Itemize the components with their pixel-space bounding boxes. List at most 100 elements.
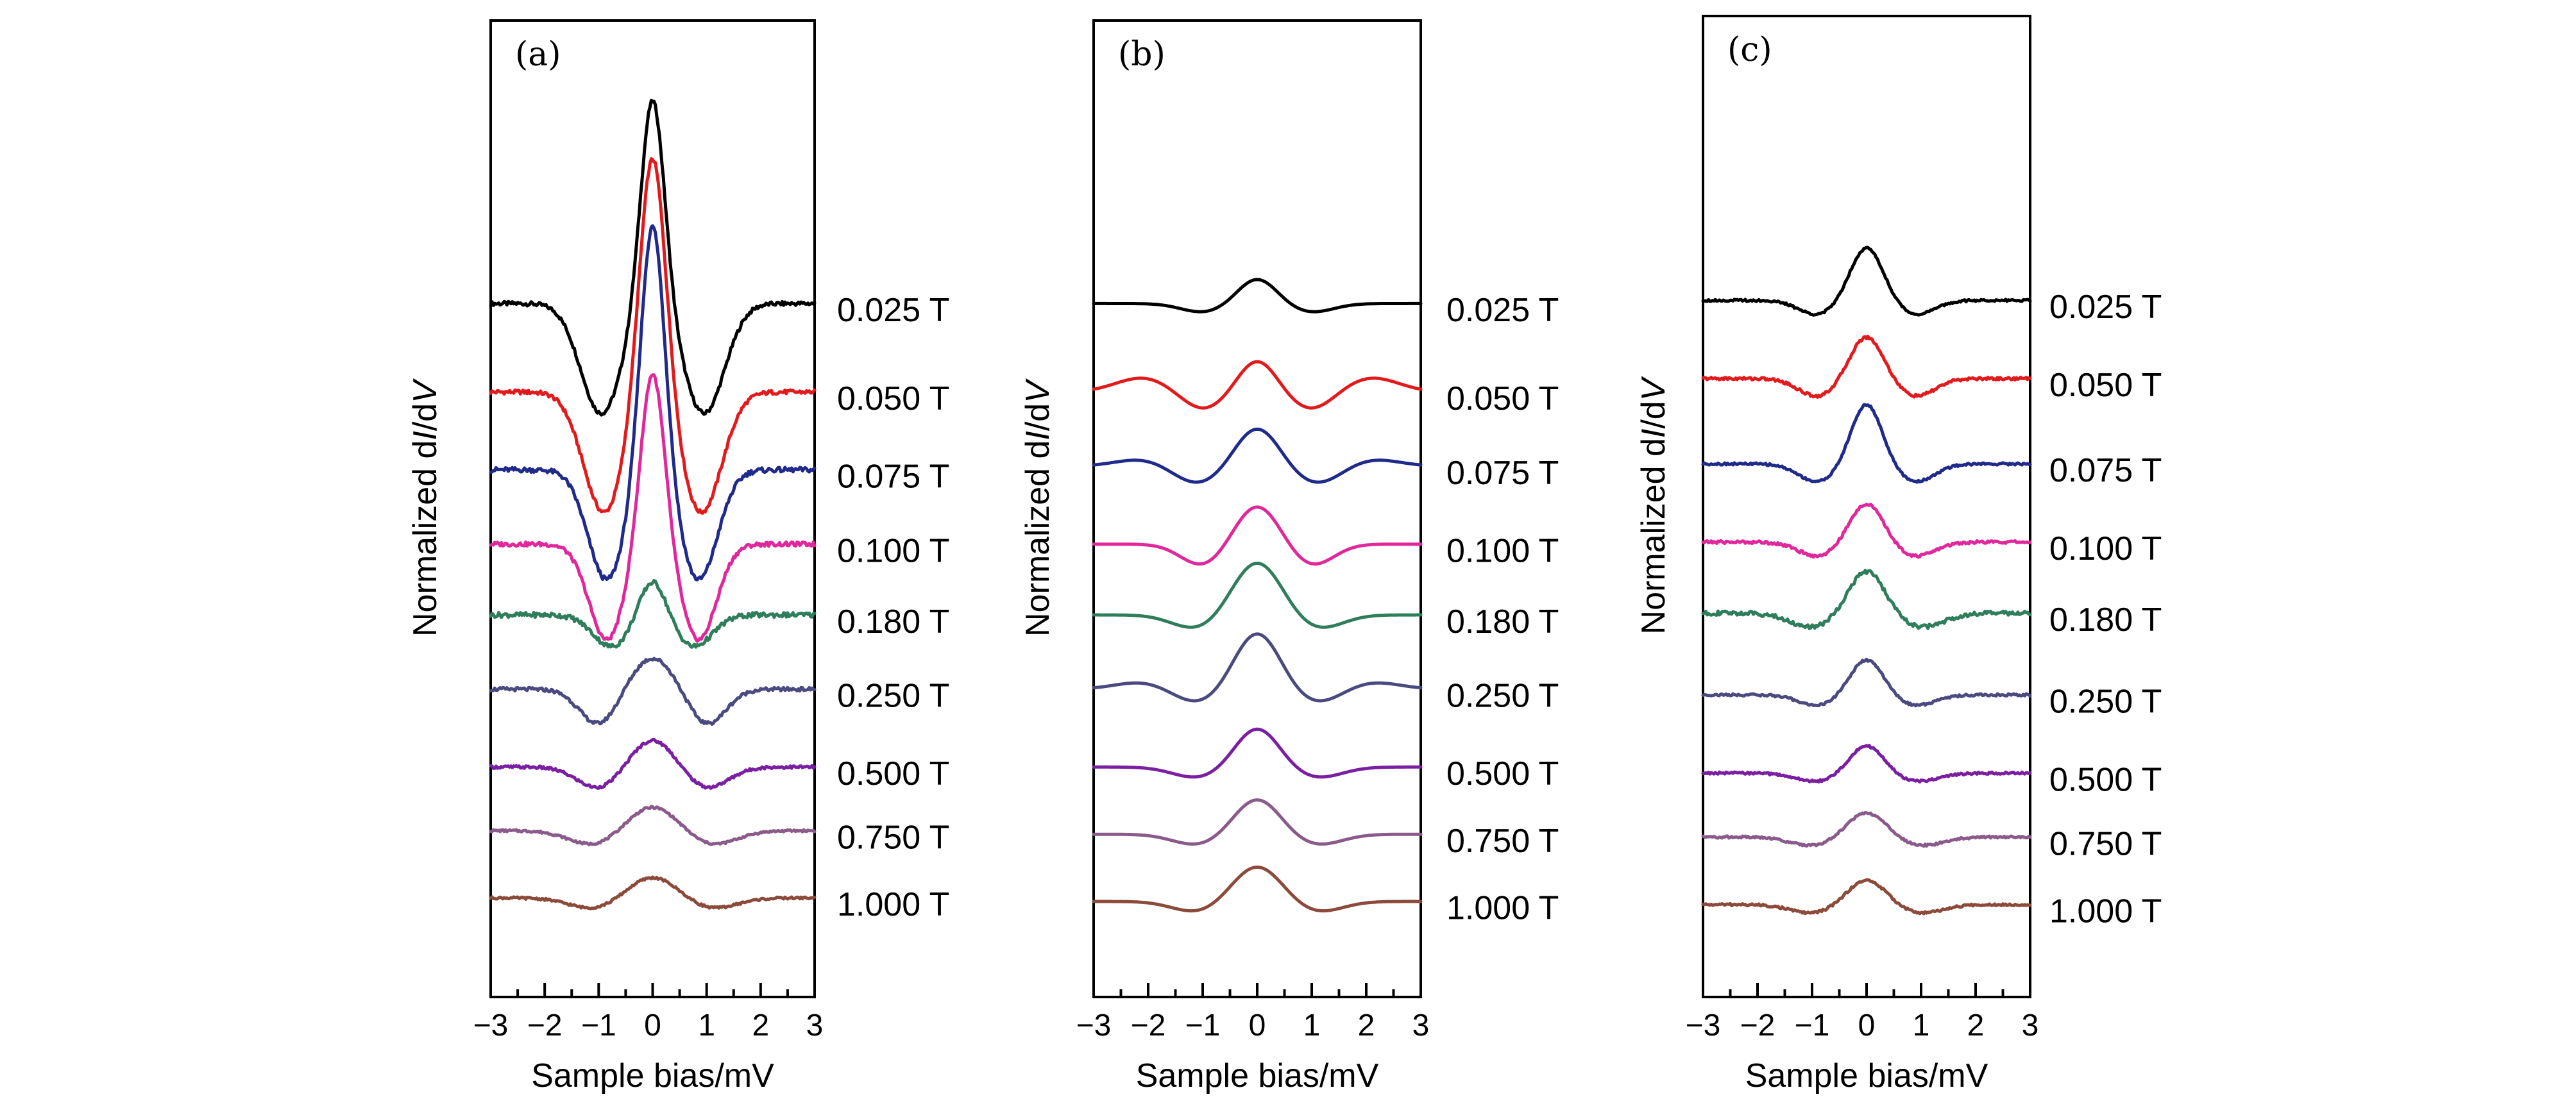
- series-label: 0.250 T: [837, 678, 949, 715]
- y-axis-label-part: V: [407, 378, 444, 403]
- series-label: 1.000 T: [1446, 890, 1559, 927]
- y-axis-label-part: Normalized d: [407, 440, 444, 637]
- panel-b: −3 −2 −1 0 1 2 3 Sample bias/mV Normalized dI/dV…: [1019, 19, 1559, 1094]
- x-tick-label: 1: [1913, 1009, 1930, 1043]
- series-line: [489, 157, 817, 515]
- series-label: 0.750 T: [2049, 825, 2162, 862]
- series-label: 0.050 T: [1446, 380, 1559, 417]
- series-line: [1092, 727, 1423, 779]
- x-axis-label: Sample bias/mV: [1745, 1057, 1988, 1094]
- series-label: 0.180 T: [2049, 601, 2162, 639]
- y-axis-label-part: I: [407, 431, 444, 440]
- y-axis-label-part: /d: [1019, 403, 1056, 431]
- series-line: [1092, 360, 1423, 410]
- x-tick-label: −2: [527, 1009, 563, 1043]
- series-line: [1701, 569, 2032, 630]
- series-label: 0.075 T: [1446, 455, 1559, 492]
- series-line: [489, 98, 817, 417]
- series-line: [1092, 278, 1423, 314]
- series-label: 1.000 T: [2049, 893, 2162, 930]
- series-label: 0.750 T: [1446, 823, 1559, 860]
- series-line: [1701, 744, 2032, 783]
- series-label: 0.100 T: [1446, 532, 1559, 569]
- series-label: 0.075 T: [837, 458, 949, 496]
- x-tick-label: −1: [581, 1009, 616, 1043]
- series-line: [489, 805, 817, 846]
- x-tick-label: 2: [1967, 1009, 1985, 1043]
- series-line: [1701, 403, 2032, 484]
- x-tick-label: −1: [1795, 1009, 1830, 1043]
- x-tick-label: −3: [1076, 1009, 1112, 1043]
- series-label: 0.025 T: [2049, 289, 2162, 326]
- series-line: [1092, 562, 1423, 629]
- y-axis-label-part: V: [1019, 378, 1056, 403]
- y-axis-label: Normalized dI/dV: [1019, 378, 1056, 637]
- series-label: 0.500 T: [1446, 755, 1559, 792]
- x-tick-label: 0: [1249, 1009, 1266, 1043]
- x-tick-label: 3: [1412, 1009, 1430, 1043]
- x-tick-label: 3: [2022, 1009, 2039, 1043]
- series-label: 0.750 T: [837, 819, 949, 856]
- series-line: [1092, 505, 1423, 566]
- series-line: [1092, 427, 1423, 484]
- x-tick-label: −3: [1686, 1009, 1721, 1043]
- series-label: 0.500 T: [837, 755, 949, 792]
- series-line: [1701, 878, 2032, 916]
- series-line: [1701, 657, 2032, 708]
- series-label: 0.075 T: [2049, 452, 2162, 489]
- x-tick-label: −2: [1131, 1009, 1166, 1043]
- series-label: 0.050 T: [837, 380, 949, 417]
- y-axis-label-part: I: [1635, 429, 1672, 438]
- series-label: 0.025 T: [1446, 292, 1559, 329]
- y-axis-label-part: Normalized d: [1019, 440, 1056, 637]
- series-label: 0.180 T: [1446, 603, 1559, 641]
- series-line: [1701, 246, 2032, 317]
- series-line: [1092, 798, 1423, 846]
- y-axis-label: Normalized dI/dV: [1635, 376, 1672, 634]
- panel-label: (b): [1118, 35, 1165, 74]
- panel-label: (c): [1727, 31, 1772, 69]
- x-tick-label: 1: [698, 1009, 715, 1043]
- series-line: [1092, 632, 1423, 703]
- x-tick-label: 0: [644, 1009, 661, 1043]
- series-line: [489, 657, 817, 726]
- y-axis-label-part: /d: [1635, 401, 1672, 428]
- plot-frame: [1702, 15, 2031, 998]
- series-line: [489, 579, 817, 649]
- series-line: [1092, 866, 1423, 913]
- series-label: 1.000 T: [837, 886, 949, 923]
- series-line: [489, 737, 817, 790]
- plot-frame: [1092, 19, 1422, 998]
- series-label: 0.250 T: [1446, 678, 1559, 715]
- series-line: [1701, 810, 2032, 848]
- series-label: 0.100 T: [837, 532, 949, 569]
- series-label: 0.250 T: [2049, 683, 2162, 721]
- x-tick-label: −3: [473, 1009, 509, 1043]
- y-axis-label-part: V: [1635, 376, 1672, 401]
- series-label: 0.050 T: [2049, 367, 2162, 404]
- x-tick-label: −1: [1185, 1009, 1221, 1043]
- series-line: [489, 875, 817, 910]
- series-line: [489, 224, 817, 582]
- x-tick-label: −2: [1740, 1009, 1775, 1043]
- plot-frame: [489, 19, 816, 998]
- x-axis-label: Sample bias/mV: [1136, 1057, 1379, 1094]
- y-axis-label-part: I: [1019, 431, 1056, 440]
- y-axis-label: Normalized dI/dV: [407, 378, 444, 637]
- panel-label: (a): [515, 35, 561, 74]
- y-axis-label-part: /d: [407, 403, 444, 431]
- series-line: [1701, 503, 2032, 559]
- y-axis-label-part: Normalized d: [1635, 438, 1672, 634]
- x-tick-label: 0: [1858, 1009, 1876, 1043]
- series-label: 0.500 T: [2049, 761, 2162, 798]
- x-axis-label: Sample bias/mV: [531, 1057, 774, 1094]
- series-line: [489, 373, 817, 643]
- series-label: 0.180 T: [837, 603, 949, 641]
- series-line: [1701, 335, 2032, 399]
- series-label: 0.025 T: [837, 292, 949, 329]
- x-tick-label: 3: [806, 1009, 824, 1043]
- panel-a: −3 −2 −1 0 1 2 3 Sample bias/mV Normalized dI/dV…: [407, 19, 949, 1094]
- x-tick-label: 1: [1303, 1009, 1321, 1043]
- series-label: 0.100 T: [2049, 530, 2162, 567]
